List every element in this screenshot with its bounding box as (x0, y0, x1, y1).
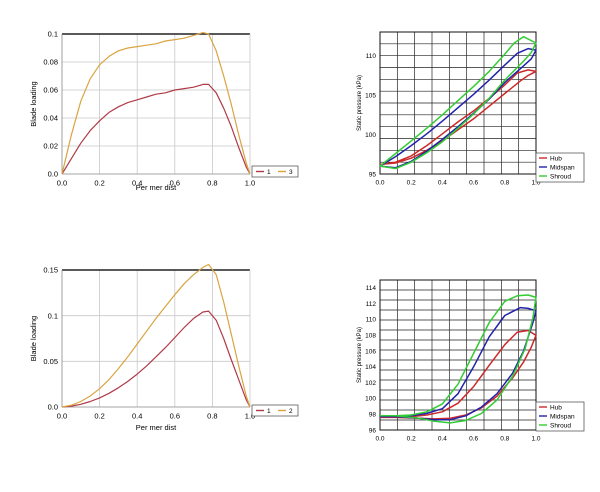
legend-label: 1 (267, 408, 271, 415)
legend-label: Midspan (550, 413, 575, 420)
legend: Hub Midspan Shroud (535, 401, 585, 432)
x-tick-label: 0.6 (469, 180, 478, 187)
x-tick-label: 0.4 (132, 179, 142, 188)
series-line-1 (61, 310, 251, 408)
plot-area (62, 270, 250, 407)
x-tick-label: 1.0 (245, 412, 255, 421)
y-tick-label: 110 (366, 317, 377, 324)
x-tick-label: 0.4 (438, 436, 447, 443)
x-tick-label: 0.8 (500, 436, 509, 443)
series-line-shroud (380, 294, 537, 424)
y-tick-label: 0.0 (48, 403, 58, 412)
y-tick-label: 114 (366, 285, 377, 292)
chart-4: 0.0 0.2 0.4 0.6 0.8 1.0 96 98 100 102 104 106 108 110… (357, 279, 585, 443)
y-tick-label: 0.08 (43, 58, 58, 67)
plot-frame (379, 279, 537, 431)
x-tick-label: 0.0 (375, 436, 384, 443)
y-tick-label: 0.1 (48, 311, 58, 320)
x-tick-label: 0.8 (207, 179, 217, 188)
x-tick-label: 0.0 (375, 180, 384, 187)
x-tick-label: 0.4 (132, 412, 142, 421)
y-tick-label: 0.0 (48, 170, 58, 179)
y-axis-label: Blade loading (29, 316, 38, 361)
chart-2: 0.0 0.2 0.4 0.6 0.8 1.0 95 100 105 110 Static pres… (357, 31, 585, 187)
y-tick-label: 108 (365, 333, 376, 340)
x-tick-label: 0.8 (500, 180, 509, 187)
x-tick-label: 1.0 (245, 179, 255, 188)
x-tick-label: 0.2 (407, 180, 416, 187)
y-tick-label: 0.15 (43, 266, 58, 275)
x-tick-label: 1.0 (531, 436, 540, 443)
y-tick-label: 96 (369, 427, 377, 434)
x-tick-label: 0.6 (170, 412, 180, 421)
legend-label: 3 (289, 169, 293, 176)
x-tick-label: 0.6 (469, 436, 478, 443)
x-tick-label: 0.6 (170, 179, 180, 188)
y-tick-label: 105 (365, 92, 376, 99)
legend-label: 1 (267, 169, 271, 176)
y-axis-label: Blade loading (29, 81, 38, 126)
legend-label: Shroud (550, 173, 571, 180)
legend-label: Hub (550, 404, 562, 411)
legend-label: Hub (550, 155, 562, 162)
series-line-1 (61, 83, 251, 175)
series-line-3 (61, 32, 251, 175)
legend-box (251, 165, 299, 178)
y-tick-label: 112 (366, 301, 377, 308)
y-tick-label: 0.06 (43, 86, 58, 95)
x-tick-label: 0.2 (407, 436, 416, 443)
legend-box (251, 404, 299, 417)
legend: Hub Midspan Shroud (535, 152, 585, 183)
y-tick-label: 104 (365, 364, 376, 371)
x-tick-label: 0.2 (94, 179, 104, 188)
x-tick-label: 0.4 (438, 180, 447, 187)
y-tick-label: 100 (365, 396, 376, 403)
y-tick-label: 0.05 (43, 357, 58, 366)
series-line-hub (380, 329, 537, 420)
x-tick-label: 0.2 (94, 412, 104, 421)
legend-label: Shroud (550, 422, 571, 429)
series-line-midspan (379, 47, 537, 169)
x-axis-label: Per mer dist (136, 423, 177, 432)
plot-area (380, 280, 536, 430)
series-line-shroud (379, 35, 537, 170)
y-tick-label: 0.1 (48, 30, 58, 39)
y-tick-label: 106 (365, 348, 376, 355)
x-tick-label: 0.8 (207, 412, 217, 421)
y-tick-label: 110 (366, 53, 377, 60)
y-axis-label: Static pressure (kPa) (357, 327, 363, 383)
chart-1: 0.0 0.2 0.4 0.6 0.8 1.0 0.0 0.02 0.04 0.06 0.08 0.1… (29, 30, 299, 192)
y-tick-label: 98 (369, 411, 377, 418)
y-tick-label: 0.04 (43, 114, 58, 123)
series-line-2 (61, 263, 251, 408)
x-tick-label: 1.0 (531, 180, 540, 187)
x-axis-label: Per mer dist (136, 183, 177, 192)
chart-3: 0.0 0.2 0.4 0.6 0.8 1.0 0.0 0.05 0.1 0.15 Per mer … (29, 263, 299, 432)
y-tick-label: 102 (365, 380, 376, 387)
legend-label: Midspan (550, 164, 575, 171)
plot-frame (379, 31, 537, 175)
legend-label: 2 (289, 408, 293, 415)
x-tick-label: 0.0 (57, 179, 67, 188)
y-axis-label: Static pressure (kPa) (357, 75, 363, 131)
series-line-midspan (380, 306, 537, 421)
y-tick-label: 0.02 (43, 142, 58, 151)
x-tick-label: 0.0 (57, 412, 67, 421)
y-tick-label: 95 (369, 171, 377, 178)
y-tick-label: 100 (365, 132, 376, 139)
